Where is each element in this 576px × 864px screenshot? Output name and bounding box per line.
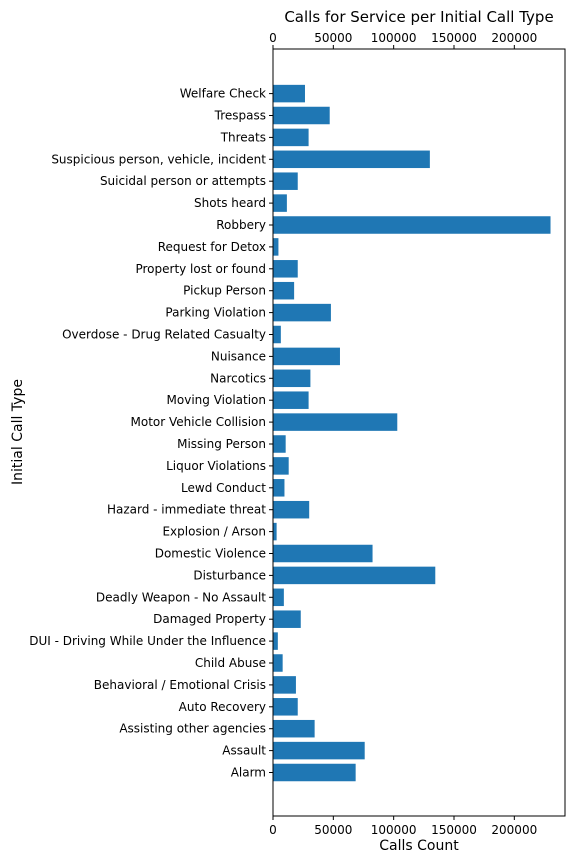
y-tick-label: Hazard - immediate threat (107, 503, 266, 517)
chart-title: Calls for Service per Initial Call Type (284, 8, 553, 26)
x-tick-label-bottom: 50000 (314, 823, 352, 837)
bar-parking-violation (273, 303, 331, 322)
y-tick-label: Trespass (214, 109, 266, 123)
bar-moving-violation (273, 391, 309, 409)
x-tick-label-top: 50000 (314, 31, 352, 45)
bar-domestic-violence (273, 544, 373, 563)
bar-explosion-arson (273, 522, 277, 541)
bar-behavioral-emotional-crisis (273, 676, 296, 694)
bar-suspicious-person-vehicle-incident (273, 150, 430, 169)
y-tick-label: Narcotics (210, 371, 266, 385)
y-tick-label: Damaged Property (153, 612, 266, 626)
y-tick-label: Property lost or found (135, 262, 266, 276)
bar-property-lost-or-found (273, 260, 298, 278)
y-tick-label: Deadly Weapon - No Assault (96, 590, 266, 604)
y-tick-label: Missing Person (177, 437, 266, 451)
bar-damaged-property (273, 610, 301, 628)
y-tick-label: Welfare Check (180, 87, 266, 101)
y-axis-label: Initial Call Type (10, 379, 26, 485)
bar-missing-person (273, 435, 286, 453)
bar-alarm (273, 763, 356, 782)
x-tick-label-top: 200000 (491, 31, 537, 45)
y-tick-label: Assisting other agencies (119, 722, 266, 736)
y-tick-label: Behavioral / Emotional Crisis (94, 678, 266, 692)
bar-deadly-weapon-no-assault (273, 588, 284, 607)
bars-layer (273, 84, 551, 782)
bar-robbery (273, 216, 551, 234)
y-tick-label: Disturbance (193, 568, 266, 582)
bar-hazard-immediate-threat (273, 500, 310, 519)
bar-assault (273, 741, 365, 760)
bar-narcotics (273, 369, 311, 388)
y-tick-label: Domestic Violence (155, 547, 266, 561)
bar-auto-recovery (273, 698, 298, 716)
y-tick-label: Shots heard (194, 196, 266, 210)
y-tick-label: Auto Recovery (179, 700, 266, 714)
y-tick-label: DUI - Driving While Under the Influence (29, 634, 266, 648)
bar-request-for-detox (273, 238, 279, 256)
bar-assisting-other-agencies (273, 719, 315, 738)
y-tick-label: Request for Detox (158, 240, 266, 254)
bar-trespass (273, 106, 330, 125)
bar-suicidal-person-or-attempts (273, 172, 298, 190)
y-tick-label: Assault (222, 744, 266, 758)
bar-nuisance (273, 347, 340, 366)
y-tick-label: Suspicious person, vehicle, incident (51, 152, 266, 166)
y-tick-label: Nuisance (211, 349, 266, 363)
bar-shots-heard (273, 194, 287, 212)
x-tick-label-bottom: 200000 (491, 823, 537, 837)
y-tick-label: Threats (220, 130, 266, 144)
bar-pickup-person (273, 281, 295, 300)
bar-overdose-drug-related-casualty (273, 325, 281, 344)
bar-dui-driving-while-under-the-influence (273, 632, 278, 650)
y-tick-label: Motor Vehicle Collision (131, 415, 266, 429)
x-tick-label-top: 150000 (431, 31, 477, 45)
y-tick-label: Explosion / Arson (162, 525, 266, 539)
bar-lewd-conduct (273, 479, 285, 497)
x-tick-label-bottom: 150000 (431, 823, 477, 837)
y-tick-label: Liquor Violations (166, 459, 266, 473)
x-axis-label: Calls Count (379, 838, 459, 854)
x-tick-label-bottom: 0 (269, 823, 277, 837)
x-axis-ticks: 0 0 50000 50000 100000 100000 150000 150000 2000… (269, 31, 537, 837)
y-tick-label: Alarm (231, 766, 266, 780)
bar-child-abuse (273, 654, 283, 672)
y-tick-labels: Alarm Assault Assisting other agencies Auto… (29, 87, 273, 780)
y-tick-label: Child Abuse (195, 656, 266, 670)
y-tick-label: Moving Violation (167, 393, 266, 407)
bar-welfare-check (273, 84, 305, 103)
y-tick-label: Robbery (216, 218, 266, 232)
plot-frame (272, 48, 566, 817)
bar-liquor-violations (273, 457, 289, 475)
x-tick-label-top: 0 (269, 31, 277, 45)
x-tick-label-top: 100000 (371, 31, 417, 45)
bar-threats (273, 128, 309, 147)
bar-motor-vehicle-collision (273, 413, 398, 431)
y-tick-label: Suicidal person or attempts (100, 174, 266, 188)
bar-disturbance (273, 566, 436, 585)
x-tick-label-bottom: 100000 (371, 823, 417, 837)
y-tick-label: Lewd Conduct (181, 481, 266, 495)
y-tick-label: Parking Violation (165, 306, 266, 320)
y-tick-label: Pickup Person (183, 284, 266, 298)
y-tick-label: Overdose - Drug Related Casualty (62, 328, 266, 342)
